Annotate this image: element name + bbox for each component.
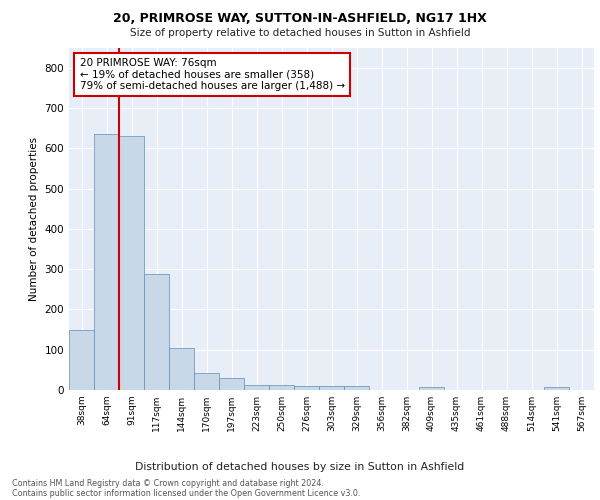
- Text: Contains public sector information licensed under the Open Government Licence v3: Contains public sector information licen…: [12, 489, 361, 498]
- Bar: [144, 274, 169, 390]
- Bar: [244, 385, 269, 390]
- Bar: [169, 348, 194, 390]
- Bar: [344, 386, 369, 390]
- Text: 20 PRIMROSE WAY: 76sqm
← 19% of detached houses are smaller (358)
79% of semi-de: 20 PRIMROSE WAY: 76sqm ← 19% of detached…: [79, 58, 344, 91]
- Text: Distribution of detached houses by size in Sutton in Ashfield: Distribution of detached houses by size …: [136, 462, 464, 472]
- Text: Size of property relative to detached houses in Sutton in Ashfield: Size of property relative to detached ho…: [130, 28, 470, 38]
- Bar: [219, 378, 244, 390]
- Bar: [294, 386, 319, 390]
- Text: 20, PRIMROSE WAY, SUTTON-IN-ASHFIELD, NG17 1HX: 20, PRIMROSE WAY, SUTTON-IN-ASHFIELD, NG…: [113, 12, 487, 26]
- Bar: [544, 387, 569, 390]
- Bar: [269, 385, 294, 390]
- Bar: [319, 386, 344, 390]
- Bar: [119, 136, 144, 390]
- Bar: [69, 330, 94, 390]
- Bar: [94, 134, 119, 390]
- Bar: [194, 373, 219, 390]
- Text: Contains HM Land Registry data © Crown copyright and database right 2024.: Contains HM Land Registry data © Crown c…: [12, 479, 324, 488]
- Bar: [419, 387, 444, 390]
- Y-axis label: Number of detached properties: Number of detached properties: [29, 136, 39, 301]
